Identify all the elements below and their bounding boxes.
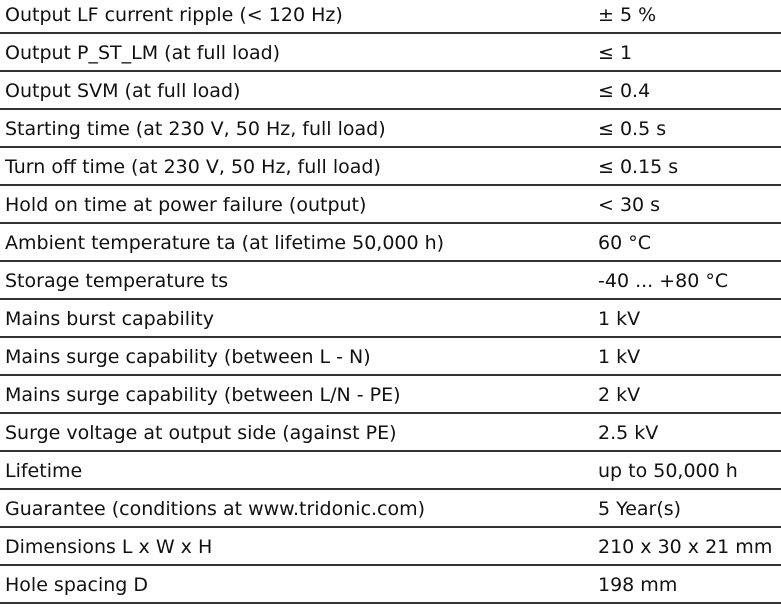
value-cell: ≤ 0.5 s xyxy=(598,118,667,140)
parameter-cell: Storage temperature ts xyxy=(5,270,229,292)
value-cell: ≤ 1 xyxy=(598,42,633,64)
parameter-cell: Mains surge capability (between L/N - PE… xyxy=(5,384,401,406)
table-row: Storage temperature ts -40 ... +80 °C xyxy=(0,262,781,300)
table-row: Lifetime up to 50,000 h xyxy=(0,452,781,490)
value-cell: 1 kV xyxy=(598,346,641,368)
parameter-cell: Hole spacing D xyxy=(5,574,149,596)
table-row: Mains surge capability (between L/N - PE… xyxy=(0,376,781,414)
parameter-cell: Hold on time at power failure (output) xyxy=(5,194,367,216)
table-row: Hole spacing D 198 mm xyxy=(0,566,781,604)
parameter-cell: Lifetime xyxy=(5,460,83,482)
value-cell: ± 5 % xyxy=(598,4,657,26)
parameter-cell: Dimensions L x W x H xyxy=(5,536,213,558)
parameter-cell: Turn off time (at 230 V, 50 Hz, full loa… xyxy=(5,156,381,178)
table-row: Surge voltage at output side (against PE… xyxy=(0,414,781,452)
table-row: Turn off time (at 230 V, 50 Hz, full loa… xyxy=(0,148,781,186)
value-cell: 1 kV xyxy=(598,308,641,330)
parameter-cell: Output LF current ripple (< 120 Hz) xyxy=(5,4,343,26)
value-cell: 60 °C xyxy=(598,232,651,254)
value-cell: up to 50,000 h xyxy=(598,460,738,482)
parameter-cell: Starting time (at 230 V, 50 Hz, full loa… xyxy=(5,118,386,140)
value-cell: 198 mm xyxy=(598,574,678,596)
table-row: Hold on time at power failure (output) < … xyxy=(0,186,781,224)
value-cell: 2.5 kV xyxy=(598,422,659,444)
table-row: Output SVM (at full load) ≤ 0.4 xyxy=(0,72,781,110)
table-row: Output LF current ripple (< 120 Hz) ± 5 % xyxy=(0,0,781,34)
parameter-cell: Output SVM (at full load) xyxy=(5,80,241,102)
parameter-cell: Output P_ST_LM (at full load) xyxy=(5,42,281,64)
parameter-cell: Surge voltage at output side (against PE… xyxy=(5,422,397,444)
table-row: Dimensions L x W x H 210 x 30 x 21 mm xyxy=(0,528,781,566)
table-row: Ambient temperature ta (at lifetime 50,0… xyxy=(0,224,781,262)
value-cell: ≤ 0.4 xyxy=(598,80,651,102)
value-cell: < 30 s xyxy=(598,194,661,216)
value-cell: 2 kV xyxy=(598,384,641,406)
value-cell: ≤ 0.15 s xyxy=(598,156,679,178)
table-row: Mains burst capability 1 kV xyxy=(0,300,781,338)
parameter-cell: Guarantee (conditions at www.tridonic.co… xyxy=(5,498,426,520)
table-row: Mains surge capability (between L - N) 1 … xyxy=(0,338,781,376)
table-row: Guarantee (conditions at www.tridonic.co… xyxy=(0,490,781,528)
table-row: Output P_ST_LM (at full load) ≤ 1 xyxy=(0,34,781,72)
value-cell: -40 ... +80 °C xyxy=(598,270,729,292)
parameter-cell: Ambient temperature ta (at lifetime 50,0… xyxy=(5,232,445,254)
table-row: Starting time (at 230 V, 50 Hz, full loa… xyxy=(0,110,781,148)
parameter-cell: Mains burst capability xyxy=(5,308,214,330)
parameter-cell: Mains surge capability (between L - N) xyxy=(5,346,371,368)
value-cell: 5 Year(s) xyxy=(598,498,682,520)
value-cell: 210 x 30 x 21 mm xyxy=(598,536,773,558)
